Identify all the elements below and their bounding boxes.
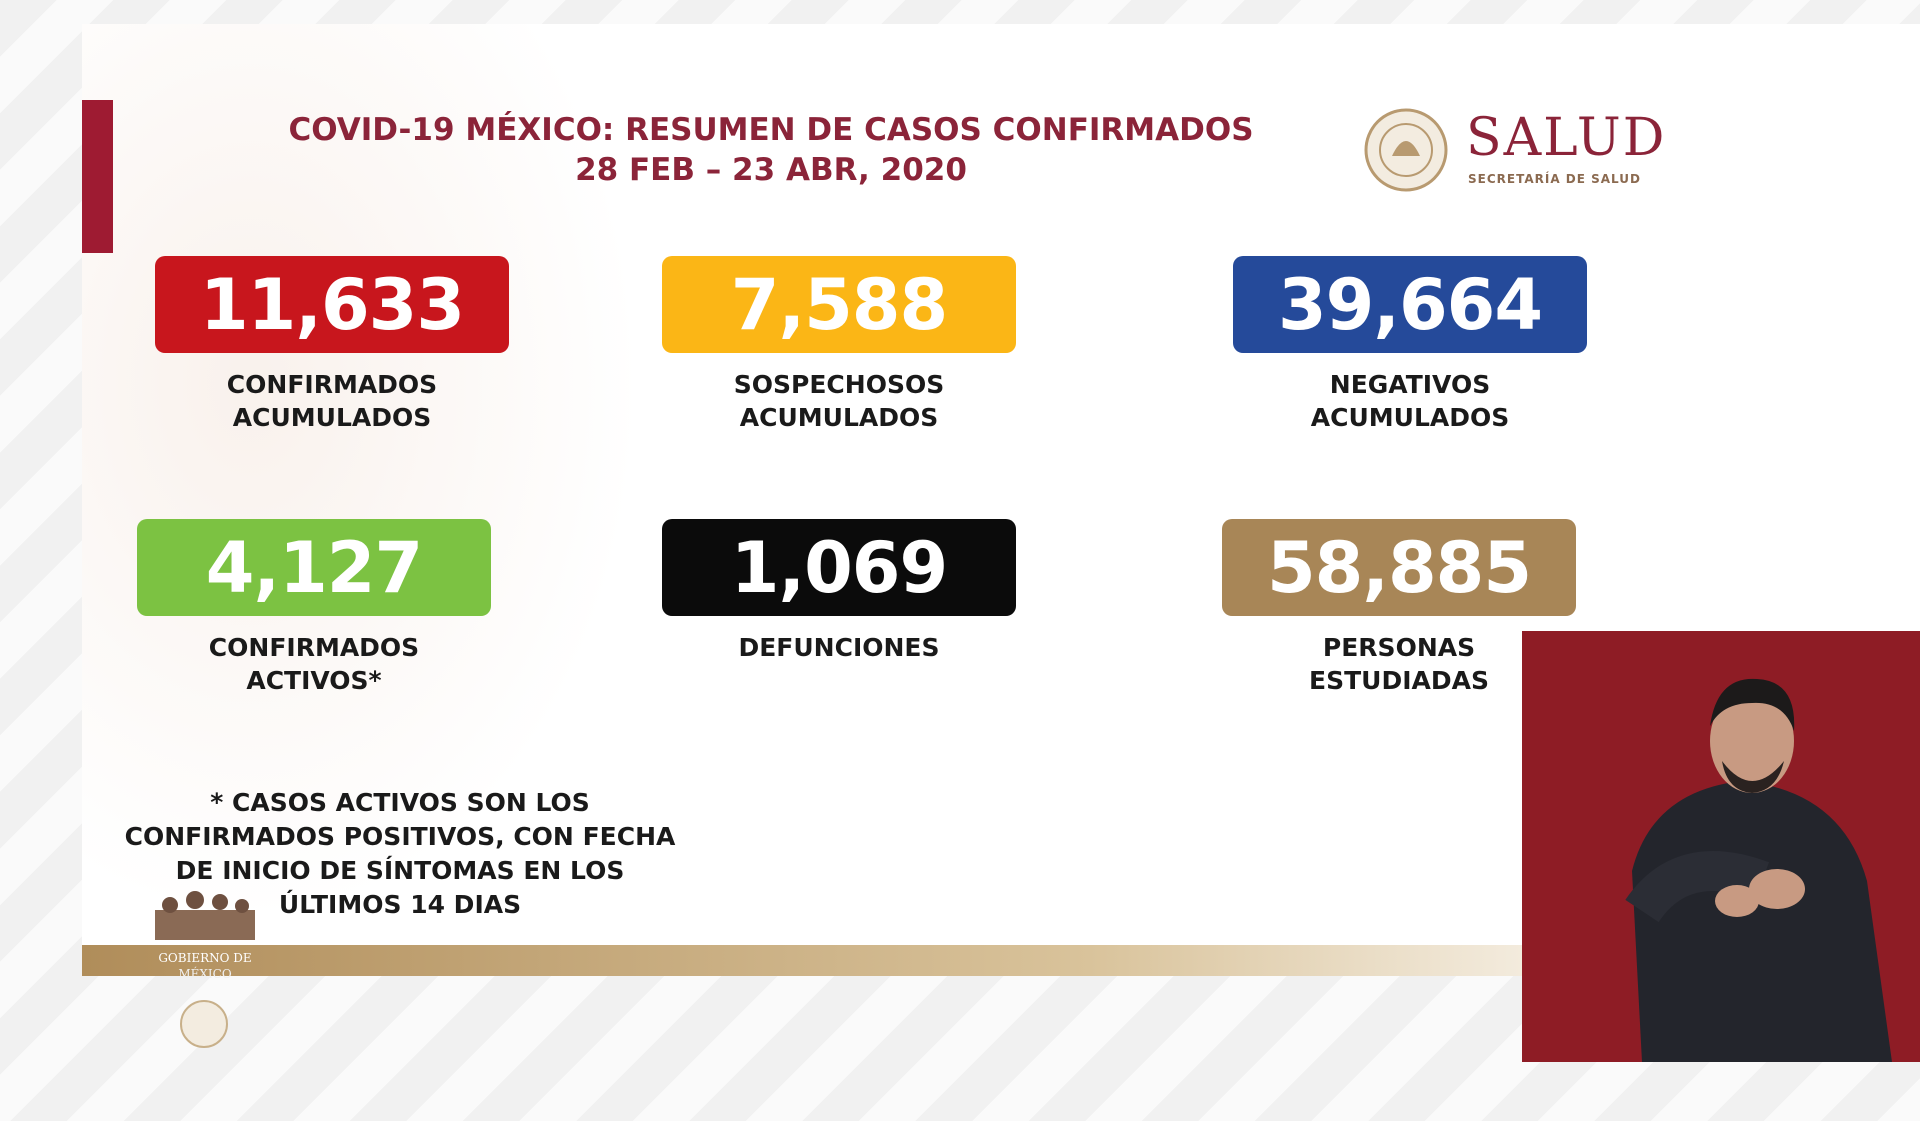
title: COVID-19 MÉXICO: RESUMEN DE CASOS CONFIR…: [288, 112, 1254, 148]
stat-value: 1,069: [662, 519, 1016, 616]
footer-brand-line: MÉXICO: [178, 967, 232, 981]
stat-label-line: ACTIVOS*: [246, 666, 382, 695]
footnote-line: DE INICIO DE SÍNTOMAS EN LOS: [175, 856, 625, 885]
stat-label-line: ACUMULADOS: [1310, 403, 1510, 432]
accent-bar: [82, 100, 113, 253]
footer-brand-line: GOBIERNO DE: [158, 951, 252, 965]
stat-label-line: CONFIRMADOS: [226, 370, 438, 399]
stat-label: PERSONAS ESTUDIADAS: [1222, 631, 1576, 697]
logo-name: SALUD: [1466, 108, 1667, 168]
stat-label-line: PERSONAS: [1322, 633, 1476, 662]
stat-value: 58,885: [1222, 519, 1576, 616]
stat-label: DEFUNCIONES: [662, 631, 1016, 664]
slide: [82, 24, 1920, 976]
footnote: * CASOS ACTIVOS SON LOS CONFIRMADOS POSI…: [80, 786, 720, 922]
footnote-line: * CASOS ACTIVOS SON LOS: [210, 788, 590, 817]
stat-value: 7,588: [662, 256, 1016, 353]
stat-label: CONFIRMADOS ACUMULADOS: [155, 368, 509, 434]
stat-label: CONFIRMADOS ACTIVOS*: [137, 631, 491, 697]
stat-value: 11,633: [155, 256, 509, 353]
stat-label: NEGATIVOS ACUMULADOS: [1233, 368, 1587, 434]
footer-emblem: [180, 1000, 228, 1048]
stat-label-line: SOSPECHOSOS: [733, 370, 945, 399]
footnote-line: CONFIRMADOS POSITIVOS, CON FECHA: [124, 822, 676, 851]
interpreter: [1625, 678, 1892, 1062]
emblem: [1364, 108, 1448, 192]
stat-label-line: NEGATIVOS: [1329, 370, 1491, 399]
interpreter-video: [1522, 631, 1920, 1062]
stat-label-line: DEFUNCIONES: [738, 633, 940, 662]
logo-subtitle: SECRETARÍA DE SALUD: [1468, 172, 1641, 186]
footer-figures: [155, 891, 255, 940]
footer-brand: GOBIERNO DE MÉXICO: [140, 950, 270, 982]
subtitle: 28 FEB – 23 ABR, 2020: [575, 152, 967, 188]
footer-band: [82, 945, 1522, 976]
stat-value: 4,127: [137, 519, 491, 616]
stat-label-line: ESTUDIADAS: [1309, 666, 1489, 695]
stat-label-line: ACUMULADOS: [739, 403, 939, 432]
stat-label-line: CONFIRMADOS: [208, 633, 420, 662]
stat-label-line: ACUMULADOS: [232, 403, 432, 432]
stat-value: 39,664: [1233, 256, 1587, 353]
footnote-line: ÚLTIMOS 14 DIAS: [278, 890, 522, 919]
stat-label: SOSPECHOSOS ACUMULADOS: [662, 368, 1016, 434]
